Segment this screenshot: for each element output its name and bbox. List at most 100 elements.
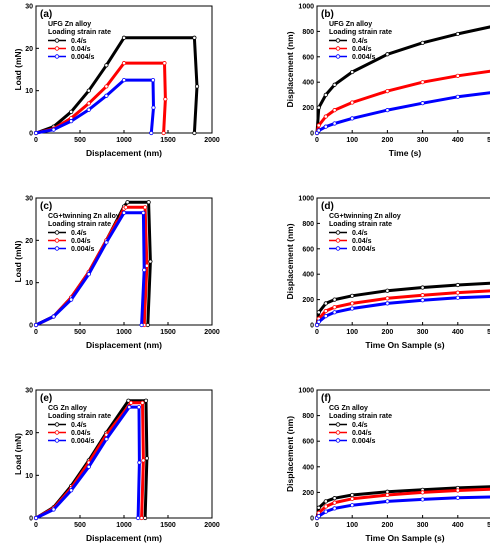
- legend-marker-1: [54, 430, 60, 435]
- x-tick-label: 0: [34, 522, 38, 529]
- data-point: [323, 308, 328, 314]
- y-tick-label: 10: [25, 473, 33, 480]
- legend-entry-0: 0.4/s: [352, 38, 368, 45]
- data-point: [316, 123, 321, 128]
- data-point: [316, 513, 321, 519]
- data-point: [86, 464, 91, 469]
- data-point: [143, 398, 149, 403]
- data-point: [69, 297, 74, 302]
- y-tick-label: 800: [302, 221, 314, 228]
- y-axis-label: Displacement (nm): [285, 416, 295, 492]
- x-axis-label: Displacement (nm): [86, 340, 162, 350]
- legend-marker-0: [335, 230, 341, 235]
- data-point: [33, 322, 39, 328]
- data-point: [350, 301, 355, 306]
- data-point: [332, 496, 337, 501]
- y-tick-label: 1000: [298, 196, 314, 203]
- x-tick-label: 100: [346, 522, 358, 529]
- legend-entry-2: 0.004/s: [352, 438, 375, 445]
- data-point: [163, 97, 168, 102]
- series-line-2: [35, 211, 146, 327]
- data-point: [332, 121, 337, 126]
- x-tick-label: 300: [417, 522, 429, 529]
- data-point: [385, 52, 390, 57]
- legend-entry-2: 0.004/s: [71, 54, 94, 61]
- data-point: [420, 293, 425, 298]
- data-point: [145, 322, 150, 328]
- legend-entry-1: 0.04/s: [71, 430, 91, 437]
- data-point: [385, 108, 390, 113]
- data-point: [121, 35, 127, 40]
- y-tick-label: 400: [302, 464, 314, 471]
- legend-entry-2: 0.004/s: [71, 246, 94, 253]
- data-point: [350, 116, 355, 121]
- data-point: [314, 322, 320, 328]
- data-point: [323, 504, 328, 509]
- data-point: [350, 492, 355, 498]
- data-point: [316, 128, 321, 133]
- data-point: [420, 497, 425, 502]
- y-tick-label: 600: [302, 54, 314, 61]
- legend-entry-2: 0.004/s: [71, 438, 94, 445]
- y-tick-label: 600: [302, 439, 314, 446]
- data-point: [121, 77, 127, 83]
- legend-marker-2: [54, 54, 60, 59]
- data-point: [86, 272, 91, 277]
- x-axis-label: Time (s): [389, 148, 422, 158]
- data-point: [125, 200, 130, 205]
- legend-entry-1: 0.04/s: [352, 430, 372, 437]
- data-point: [350, 100, 355, 105]
- data-point: [323, 114, 328, 119]
- data-point: [316, 310, 321, 315]
- legend-entry-1: 0.04/s: [71, 238, 91, 245]
- data-point: [104, 93, 109, 98]
- y-axis-label: Displacement (nm): [285, 31, 295, 107]
- data-point: [350, 69, 355, 75]
- x-tick-label: 1000: [116, 522, 132, 529]
- data-point: [385, 492, 390, 498]
- legend-entry-1: 0.04/s: [352, 46, 372, 53]
- data-point: [104, 84, 109, 89]
- y-tick-label: 20: [25, 238, 33, 245]
- panel-letter: (b): [321, 9, 334, 20]
- data-point: [385, 288, 390, 293]
- data-point: [323, 301, 328, 306]
- chart-panel-e: 0 500 1000 1500 2000 0 10 20 30 Displacement (nm)…: [13, 388, 220, 544]
- data-point: [455, 488, 460, 493]
- x-tick-label: 300: [417, 329, 429, 336]
- data-point: [51, 127, 56, 132]
- panel-letter: (f): [321, 393, 331, 404]
- data-point: [194, 84, 200, 89]
- data-point: [332, 310, 337, 315]
- y-tick-label: 200: [302, 490, 314, 497]
- y-tick-label: 400: [302, 80, 314, 87]
- legend-marker-2: [54, 438, 60, 443]
- y-tick-label: 800: [302, 29, 314, 36]
- legend-title: UFG Zn alloy: [48, 21, 91, 28]
- legend-marker-0: [54, 38, 60, 43]
- data-point: [149, 130, 154, 136]
- x-tick-label: 0: [34, 137, 38, 144]
- data-point: [136, 404, 142, 410]
- data-point: [420, 101, 425, 106]
- data-point: [128, 400, 134, 405]
- data-point: [316, 105, 321, 110]
- x-tick-label: 200: [382, 329, 394, 336]
- legend-entry-2: 0.004/s: [352, 54, 375, 61]
- data-point: [420, 285, 425, 290]
- data-point: [332, 108, 337, 113]
- data-point: [332, 305, 337, 310]
- data-point: [323, 499, 328, 504]
- data-point: [455, 495, 460, 500]
- y-tick-label: 1000: [298, 388, 314, 395]
- legend-subtitle: Loading strain rate: [329, 29, 392, 36]
- data-point: [455, 31, 460, 37]
- data-point: [150, 77, 156, 83]
- data-point: [69, 119, 74, 124]
- data-point: [323, 314, 328, 319]
- legend-entry-0: 0.4/s: [352, 230, 368, 237]
- data-point: [420, 490, 425, 495]
- legend-title: CG+twinning Zn alloy: [329, 213, 401, 220]
- data-point: [86, 107, 91, 112]
- legend-entry-0: 0.4/s: [71, 230, 87, 237]
